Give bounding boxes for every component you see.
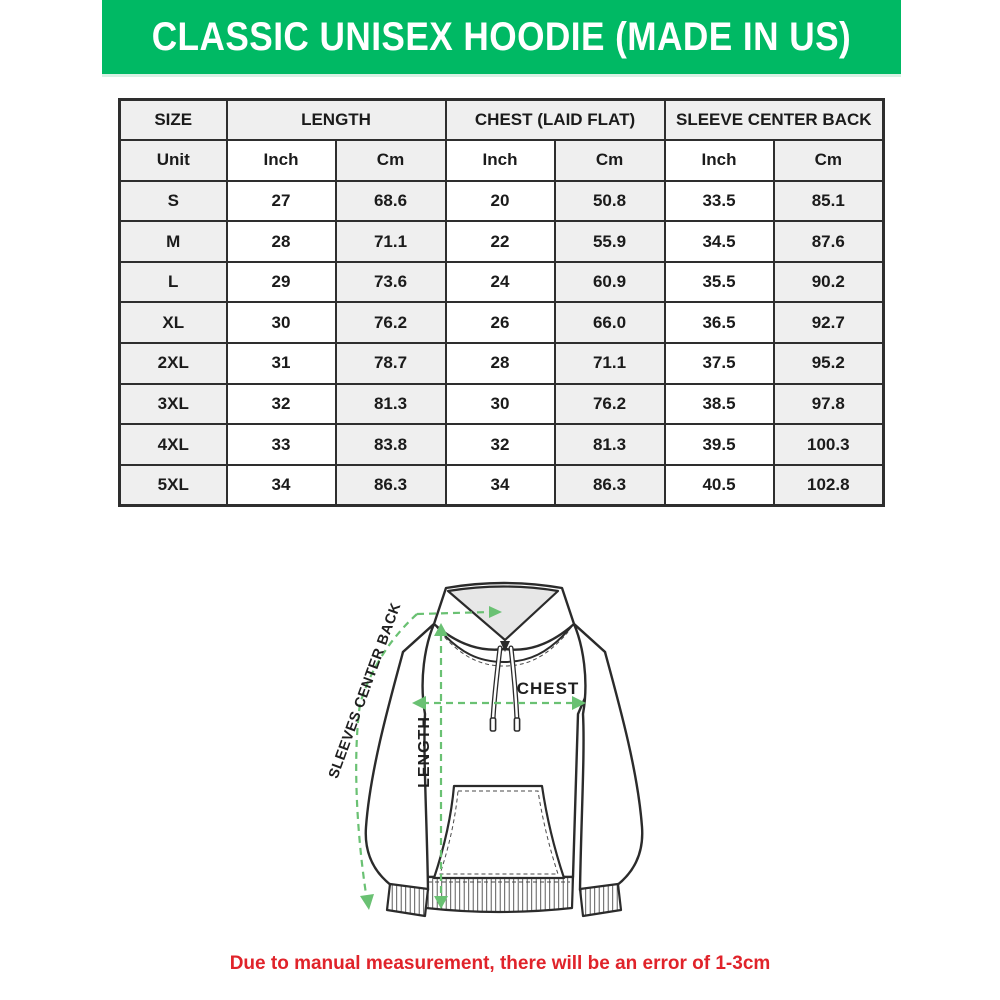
value-cell: 30: [444, 382, 556, 426]
value-cell: 81.3: [334, 382, 447, 426]
col-header-size: SIZE: [118, 98, 228, 142]
value-cell: 36.5: [663, 301, 775, 345]
table-row: XL 30 76.2 26 66.0 36.5 92.7: [118, 301, 885, 345]
value-cell: 76.2: [334, 301, 447, 345]
value-cell: 85.1: [772, 179, 885, 223]
value-cell: 34: [225, 463, 337, 507]
table-row: S 27 68.6 20 50.8 33.5 85.1: [118, 179, 885, 223]
value-cell: 68.6: [334, 179, 447, 223]
value-cell: 95.2: [772, 342, 885, 385]
value-cell: 102.8: [772, 463, 885, 507]
value-cell: 34.5: [663, 220, 775, 263]
value-cell: 71.1: [334, 220, 447, 263]
value-cell: 32: [444, 423, 556, 466]
disclaimer-text: Due to manual measurement, there will be…: [229, 953, 771, 974]
length-label: LENGTH: [416, 716, 433, 788]
unit-cm-cell: Cm: [334, 139, 447, 182]
value-cell: 35.5: [663, 260, 775, 304]
value-cell: 40.5: [663, 463, 775, 507]
size-cell: M: [118, 220, 228, 263]
unit-cm-cell: Cm: [553, 139, 666, 182]
value-cell: 86.3: [334, 463, 447, 507]
kangaroo-pocket: [432, 784, 566, 880]
value-cell: 71.1: [553, 342, 666, 385]
title-banner: CLASSIC UNISEX HOODIE (MADE IN US): [102, 0, 901, 77]
value-cell: 33: [225, 423, 337, 466]
col-header-chest: CHEST (LAID FLAT): [444, 98, 666, 142]
unit-header-row: Unit Inch Cm Inch Cm Inch Cm: [118, 139, 885, 182]
size-cell: L: [118, 260, 228, 304]
value-cell: 28: [225, 220, 337, 263]
value-cell: 97.8: [772, 382, 885, 426]
sleeve-measure-arrow: [355, 606, 502, 910]
drawstring-grommet: [500, 641, 510, 652]
value-cell: 78.7: [334, 342, 447, 385]
chest-measure-arrow: [412, 696, 586, 710]
hoodie-hem: [423, 875, 575, 914]
value-cell: 55.9: [553, 220, 666, 263]
value-cell: 24: [444, 260, 556, 304]
col-header-length: LENGTH: [225, 98, 447, 142]
hoodie-cuffs: [385, 882, 623, 918]
group-header-row: SIZE LENGTH CHEST (LAID FLAT) SLEEVE CEN…: [118, 98, 885, 142]
measurement-disclaimer: Due to manual measurement, there will be…: [0, 953, 1000, 975]
col-header-sleeve: SLEEVE CENTER BACK: [663, 98, 885, 142]
value-cell: 20: [444, 179, 556, 223]
table-row: M 28 71.1 22 55.9 34.5 87.6: [118, 220, 885, 263]
unit-inch-cell: Inch: [225, 139, 337, 182]
value-cell: 28: [444, 342, 556, 385]
value-cell: 26: [444, 301, 556, 345]
size-cell: 4XL: [118, 423, 228, 466]
table-row: 4XL 33 83.8 32 81.3 39.5 100.3: [118, 423, 885, 466]
size-cell: 5XL: [118, 463, 228, 507]
table-row: L 29 73.6 24 60.9 35.5 90.2: [118, 260, 885, 304]
value-cell: 83.8: [334, 423, 447, 466]
unit-inch-cell: Inch: [663, 139, 775, 182]
chest-label: CHEST: [517, 679, 580, 698]
value-cell: 76.2: [553, 382, 666, 426]
unit-cm-cell: Cm: [772, 139, 885, 182]
unit-label-cell: Unit: [118, 139, 228, 182]
value-cell: 90.2: [772, 260, 885, 304]
hoodie-hood: [432, 581, 576, 667]
length-measure-arrow: [434, 623, 448, 909]
value-cell: 30: [225, 301, 337, 345]
hoodie-illustration: CHEST LENGTH SLEEVES CENTER BACK: [326, 581, 644, 918]
value-cell: 37.5: [663, 342, 775, 385]
value-cell: 60.9: [553, 260, 666, 304]
value-cell: 33.5: [663, 179, 775, 223]
table-row: 5XL 34 86.3 34 86.3 40.5 102.8: [118, 463, 885, 507]
value-cell: 31: [225, 342, 337, 385]
hoodie-measurement-diagram: CHEST LENGTH SLEEVES CENTER BACK: [300, 572, 700, 967]
value-cell: 22: [444, 220, 556, 263]
value-cell: 27: [225, 179, 337, 223]
unit-inch-cell: Inch: [444, 139, 556, 182]
value-cell: 50.8: [553, 179, 666, 223]
value-cell: 66.0: [553, 301, 666, 345]
value-cell: 73.6: [334, 260, 447, 304]
value-cell: 100.3: [772, 423, 885, 466]
value-cell: 86.3: [553, 463, 666, 507]
size-cell: XL: [118, 301, 228, 345]
value-cell: 38.5: [663, 382, 775, 426]
value-cell: 34: [444, 463, 556, 507]
table-row: 3XL 32 81.3 30 76.2 38.5 97.8: [118, 382, 885, 426]
size-cell: S: [118, 179, 228, 223]
page-title: CLASSIC UNISEX HOODIE (MADE IN US): [151, 14, 852, 59]
size-cell: 2XL: [118, 342, 228, 385]
value-cell: 81.3: [553, 423, 666, 466]
table-row: 2XL 31 78.7 28 71.1 37.5 95.2: [118, 342, 885, 385]
value-cell: 92.7: [772, 301, 885, 345]
value-cell: 29: [225, 260, 337, 304]
value-cell: 32: [225, 382, 337, 426]
size-cell: 3XL: [118, 382, 228, 426]
value-cell: 87.6: [772, 220, 885, 263]
value-cell: 39.5: [663, 423, 775, 466]
drawstrings: [489, 645, 521, 732]
size-chart-table: SIZE LENGTH CHEST (LAID FLAT) SLEEVE CEN…: [118, 98, 886, 507]
